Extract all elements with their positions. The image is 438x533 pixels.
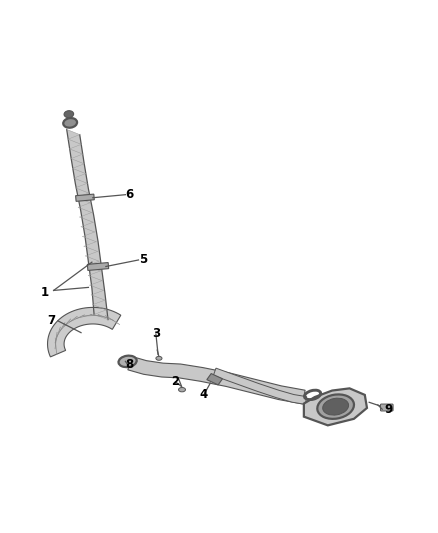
Polygon shape — [304, 389, 367, 425]
Ellipse shape — [317, 394, 354, 419]
Polygon shape — [67, 130, 108, 320]
Text: 7: 7 — [47, 314, 56, 327]
Ellipse shape — [64, 111, 74, 118]
Text: 9: 9 — [385, 403, 393, 416]
Ellipse shape — [156, 357, 162, 360]
Text: 5: 5 — [139, 254, 147, 266]
Polygon shape — [207, 374, 223, 385]
Ellipse shape — [63, 118, 77, 128]
Text: 6: 6 — [126, 188, 134, 201]
Polygon shape — [213, 368, 307, 405]
Text: 4: 4 — [200, 389, 208, 401]
Polygon shape — [48, 308, 121, 357]
Polygon shape — [76, 194, 94, 201]
Text: 8: 8 — [126, 358, 134, 371]
Text: 2: 2 — [171, 375, 180, 389]
Text: 3: 3 — [152, 327, 160, 341]
Ellipse shape — [323, 398, 349, 415]
Polygon shape — [87, 263, 109, 270]
FancyBboxPatch shape — [381, 404, 393, 411]
Ellipse shape — [119, 356, 137, 367]
Text: 1: 1 — [41, 286, 49, 299]
Ellipse shape — [179, 387, 185, 392]
Polygon shape — [128, 357, 305, 404]
